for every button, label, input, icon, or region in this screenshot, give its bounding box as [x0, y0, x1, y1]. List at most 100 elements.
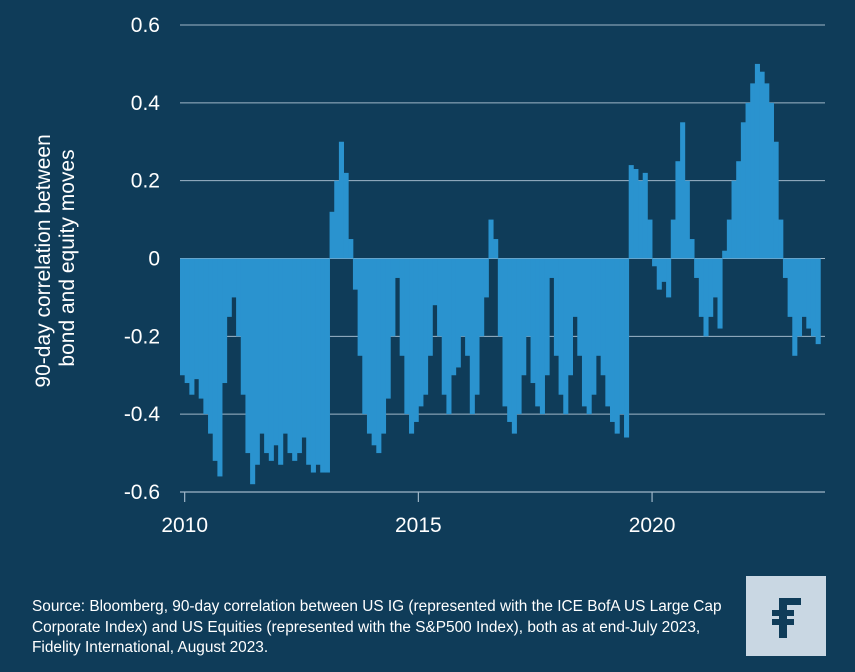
- area-segment: [689, 239, 695, 259]
- area-segment: [198, 258, 204, 399]
- y-axis-label-line-1: 90-day correlation between: [32, 134, 55, 387]
- area-segment: [703, 258, 709, 337]
- area-segment: [754, 63, 760, 259]
- area-segment: [628, 165, 634, 259]
- area-segment: [469, 258, 475, 415]
- area-segment: [642, 172, 648, 259]
- area-segment: [278, 258, 284, 465]
- area-segment: [273, 258, 279, 446]
- area-segment: [287, 258, 293, 454]
- area-segment: [306, 258, 312, 465]
- area-segment: [656, 258, 662, 290]
- y-tick-label: 0.2: [131, 170, 160, 193]
- area-segment: [610, 258, 616, 422]
- area-segment: [539, 258, 545, 415]
- area-segment: [619, 258, 625, 415]
- area-segment: [189, 258, 195, 395]
- area-segment: [740, 122, 746, 259]
- area-segment: [684, 180, 690, 259]
- y-tick-label: -0.6: [124, 481, 160, 504]
- area-segment: [409, 258, 415, 434]
- area-segment: [474, 258, 480, 395]
- area-segment: [226, 258, 232, 317]
- area-segment: [296, 258, 302, 454]
- area-segment: [553, 258, 559, 356]
- area-segment: [736, 161, 742, 259]
- area-segment: [773, 141, 779, 259]
- area-segment: [698, 258, 704, 317]
- area-segment: [268, 258, 274, 461]
- area-segment: [366, 258, 373, 434]
- area-segment: [315, 258, 321, 465]
- area-segment: [380, 258, 387, 434]
- x-tick-label: 2015: [395, 514, 442, 537]
- area-segment: [208, 258, 214, 434]
- area-segment: [240, 258, 246, 395]
- fidelity-logo: [746, 576, 826, 656]
- area-segment: [292, 258, 298, 461]
- area-segment: [334, 180, 340, 259]
- area-segment: [581, 258, 588, 407]
- area-segment: [460, 258, 466, 337]
- area-segment: [624, 258, 630, 438]
- area-segment: [638, 180, 644, 259]
- axes: [180, 491, 825, 502]
- area-segment: [595, 258, 602, 356]
- area-segment: [563, 258, 569, 415]
- area-segment: [787, 258, 793, 317]
- area-segment: [465, 258, 471, 356]
- area-segment: [320, 258, 326, 473]
- area-segment: [502, 258, 508, 407]
- series-area: [180, 63, 821, 485]
- area-segment: [600, 258, 606, 376]
- area-segment: [395, 258, 401, 278]
- area-segment: [250, 258, 256, 485]
- area-segment: [184, 258, 190, 384]
- area-segment: [806, 258, 812, 329]
- x-tick-labels: 2010 2015 2020: [161, 514, 675, 537]
- area-segment: [675, 161, 681, 259]
- area-segment: [712, 258, 718, 298]
- area-segment: [376, 258, 382, 454]
- area-segment: [670, 219, 676, 259]
- area-segment: [488, 219, 494, 259]
- area-segment: [778, 219, 784, 259]
- area-segment: [236, 258, 242, 337]
- area-segment: [726, 219, 732, 259]
- area-segment: [530, 258, 536, 384]
- area-segment: [222, 258, 228, 384]
- area-segment: [614, 258, 620, 434]
- area-segment: [572, 258, 578, 317]
- correlation-chart: 0.6 0.4 0.2 0 -0.2 -0.4 -0.6 2010 2015 2020 90-d…: [32, 14, 825, 537]
- y-tick-label: -0.4: [124, 403, 161, 426]
- area-segment: [455, 258, 461, 368]
- area-segment: [352, 258, 359, 290]
- area-segment: [357, 258, 363, 356]
- area-segment: [567, 258, 574, 376]
- area-segment: [245, 258, 251, 454]
- area-segment: [348, 239, 354, 259]
- area-segment: [792, 258, 798, 356]
- area-segment: [521, 258, 527, 376]
- area-segment: [254, 258, 260, 465]
- area-segment: [680, 122, 686, 259]
- area-segment: [549, 258, 555, 278]
- area-segment: [362, 258, 368, 415]
- area-segment: [750, 83, 756, 259]
- area-segment: [768, 102, 774, 259]
- y-tick-labels: 0.6 0.4 0.2 0 -0.2 -0.4 -0.6: [124, 14, 161, 504]
- area-segment: [558, 258, 564, 395]
- area-segment: [259, 258, 265, 434]
- y-tick-label: -0.2: [124, 325, 160, 348]
- area-segment: [479, 258, 485, 337]
- area-segment: [390, 258, 396, 337]
- area-segment: [525, 258, 531, 337]
- area-segment: [493, 239, 499, 259]
- area-segment: [717, 258, 723, 329]
- area-segment: [516, 258, 522, 415]
- area-segment: [231, 258, 237, 298]
- y-tick-label: 0.4: [131, 92, 161, 115]
- area-segment: [764, 83, 770, 259]
- area-segment: [338, 141, 344, 259]
- area-segment: [722, 250, 728, 259]
